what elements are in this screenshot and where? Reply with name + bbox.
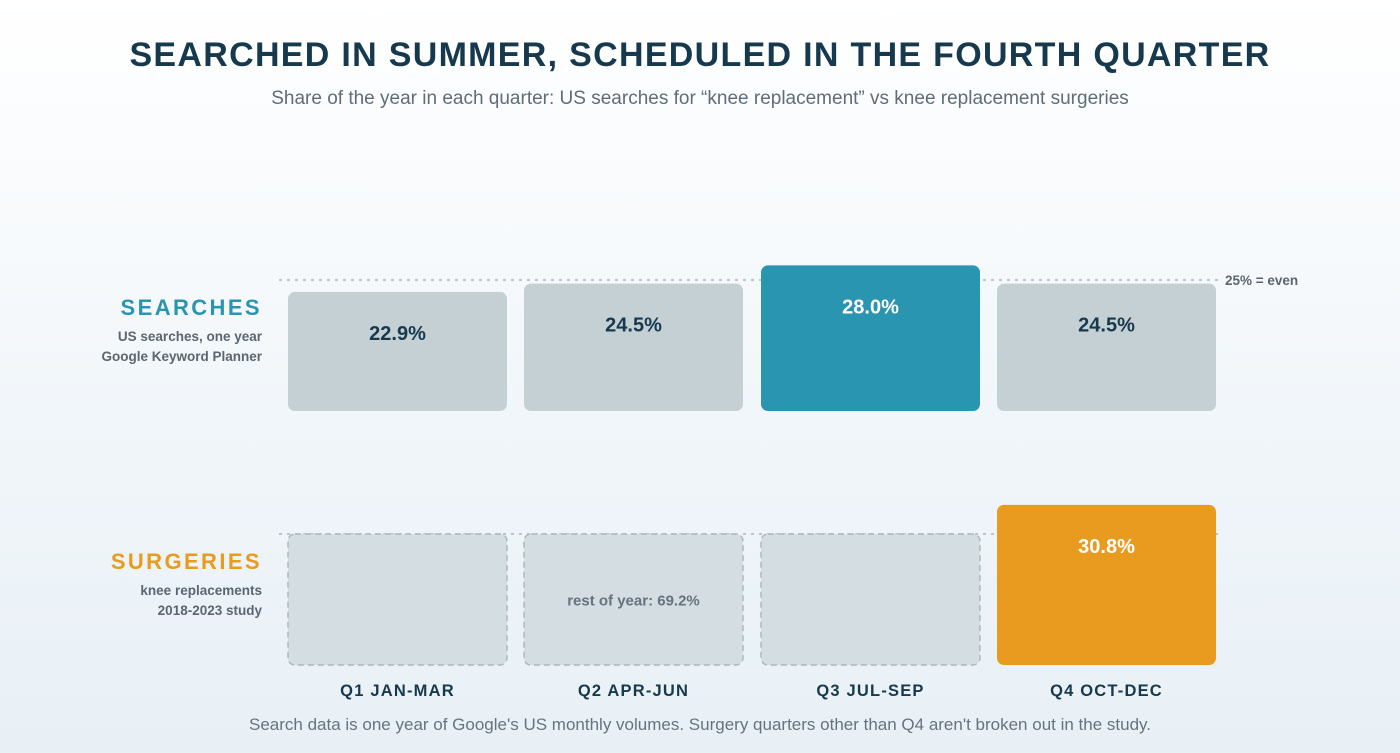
data-label-searches-q2-apr-jun: 24.5% bbox=[605, 315, 662, 337]
bar-searches-q2-apr-jun bbox=[524, 283, 743, 411]
x-tick-label-q2-apr-jun: Q2 APR-JUN bbox=[578, 682, 689, 700]
bar-surgeries-q1-jan-mar-unreported bbox=[287, 533, 508, 666]
chart-subtitle: Share of the year in each quarter: US se… bbox=[271, 88, 1129, 109]
data-label-surgeries-q4-oct-dec: 30.8% bbox=[1078, 536, 1135, 558]
surgeries-row-subtitle-line-2: 2018-2023 study bbox=[157, 603, 262, 618]
footnote: Search data is one year of Google's US m… bbox=[249, 715, 1151, 734]
chart-title: SEARCHED IN SUMMER, SCHEDULED IN THE FOU… bbox=[129, 36, 1271, 74]
bar-surgeries-q4-oct-dec bbox=[997, 504, 1216, 665]
searches-row-subtitle-line-2: Google Keyword Planner bbox=[101, 349, 262, 364]
x-tick-label-q4-oct-dec: Q4 OCT-DEC bbox=[1050, 682, 1163, 700]
searches-row-title: SEARCHES bbox=[120, 295, 262, 320]
searches-row-subtitle: US searches, one year Google Keyword Pla… bbox=[0, 327, 262, 367]
rest-of-year-label: rest of year: 69.2% bbox=[567, 593, 700, 610]
x-tick-label-q3-jul-sep: Q3 JUL-SEP bbox=[816, 682, 924, 700]
bar-searches-q3-jul-sep bbox=[761, 265, 980, 411]
searches-row-subtitle-line-1: US searches, one year bbox=[117, 329, 262, 344]
bar-surgeries-q2-apr-jun-unreported bbox=[523, 533, 744, 666]
data-label-searches-q1-jan-mar: 22.9% bbox=[369, 323, 426, 345]
bar-surgeries-q3-jul-sep-unreported bbox=[760, 533, 981, 666]
surgeries-row-title: SURGERIES bbox=[110, 549, 262, 574]
bar-searches-q4-oct-dec bbox=[997, 283, 1216, 411]
data-label-searches-q3-jul-sep: 28.0% bbox=[842, 296, 899, 318]
reference-label: 25% = even bbox=[1225, 273, 1298, 288]
surgeries-row-subtitle: knee replacements 2018-2023 study bbox=[0, 581, 262, 621]
data-label-searches-q4-oct-dec: 24.5% bbox=[1078, 315, 1135, 337]
x-tick-label-q1-jan-mar: Q1 JAN-MAR bbox=[340, 682, 455, 700]
surgeries-row-subtitle-line-1: knee replacements bbox=[140, 583, 262, 598]
bar-searches-q1-jan-mar bbox=[288, 291, 507, 411]
